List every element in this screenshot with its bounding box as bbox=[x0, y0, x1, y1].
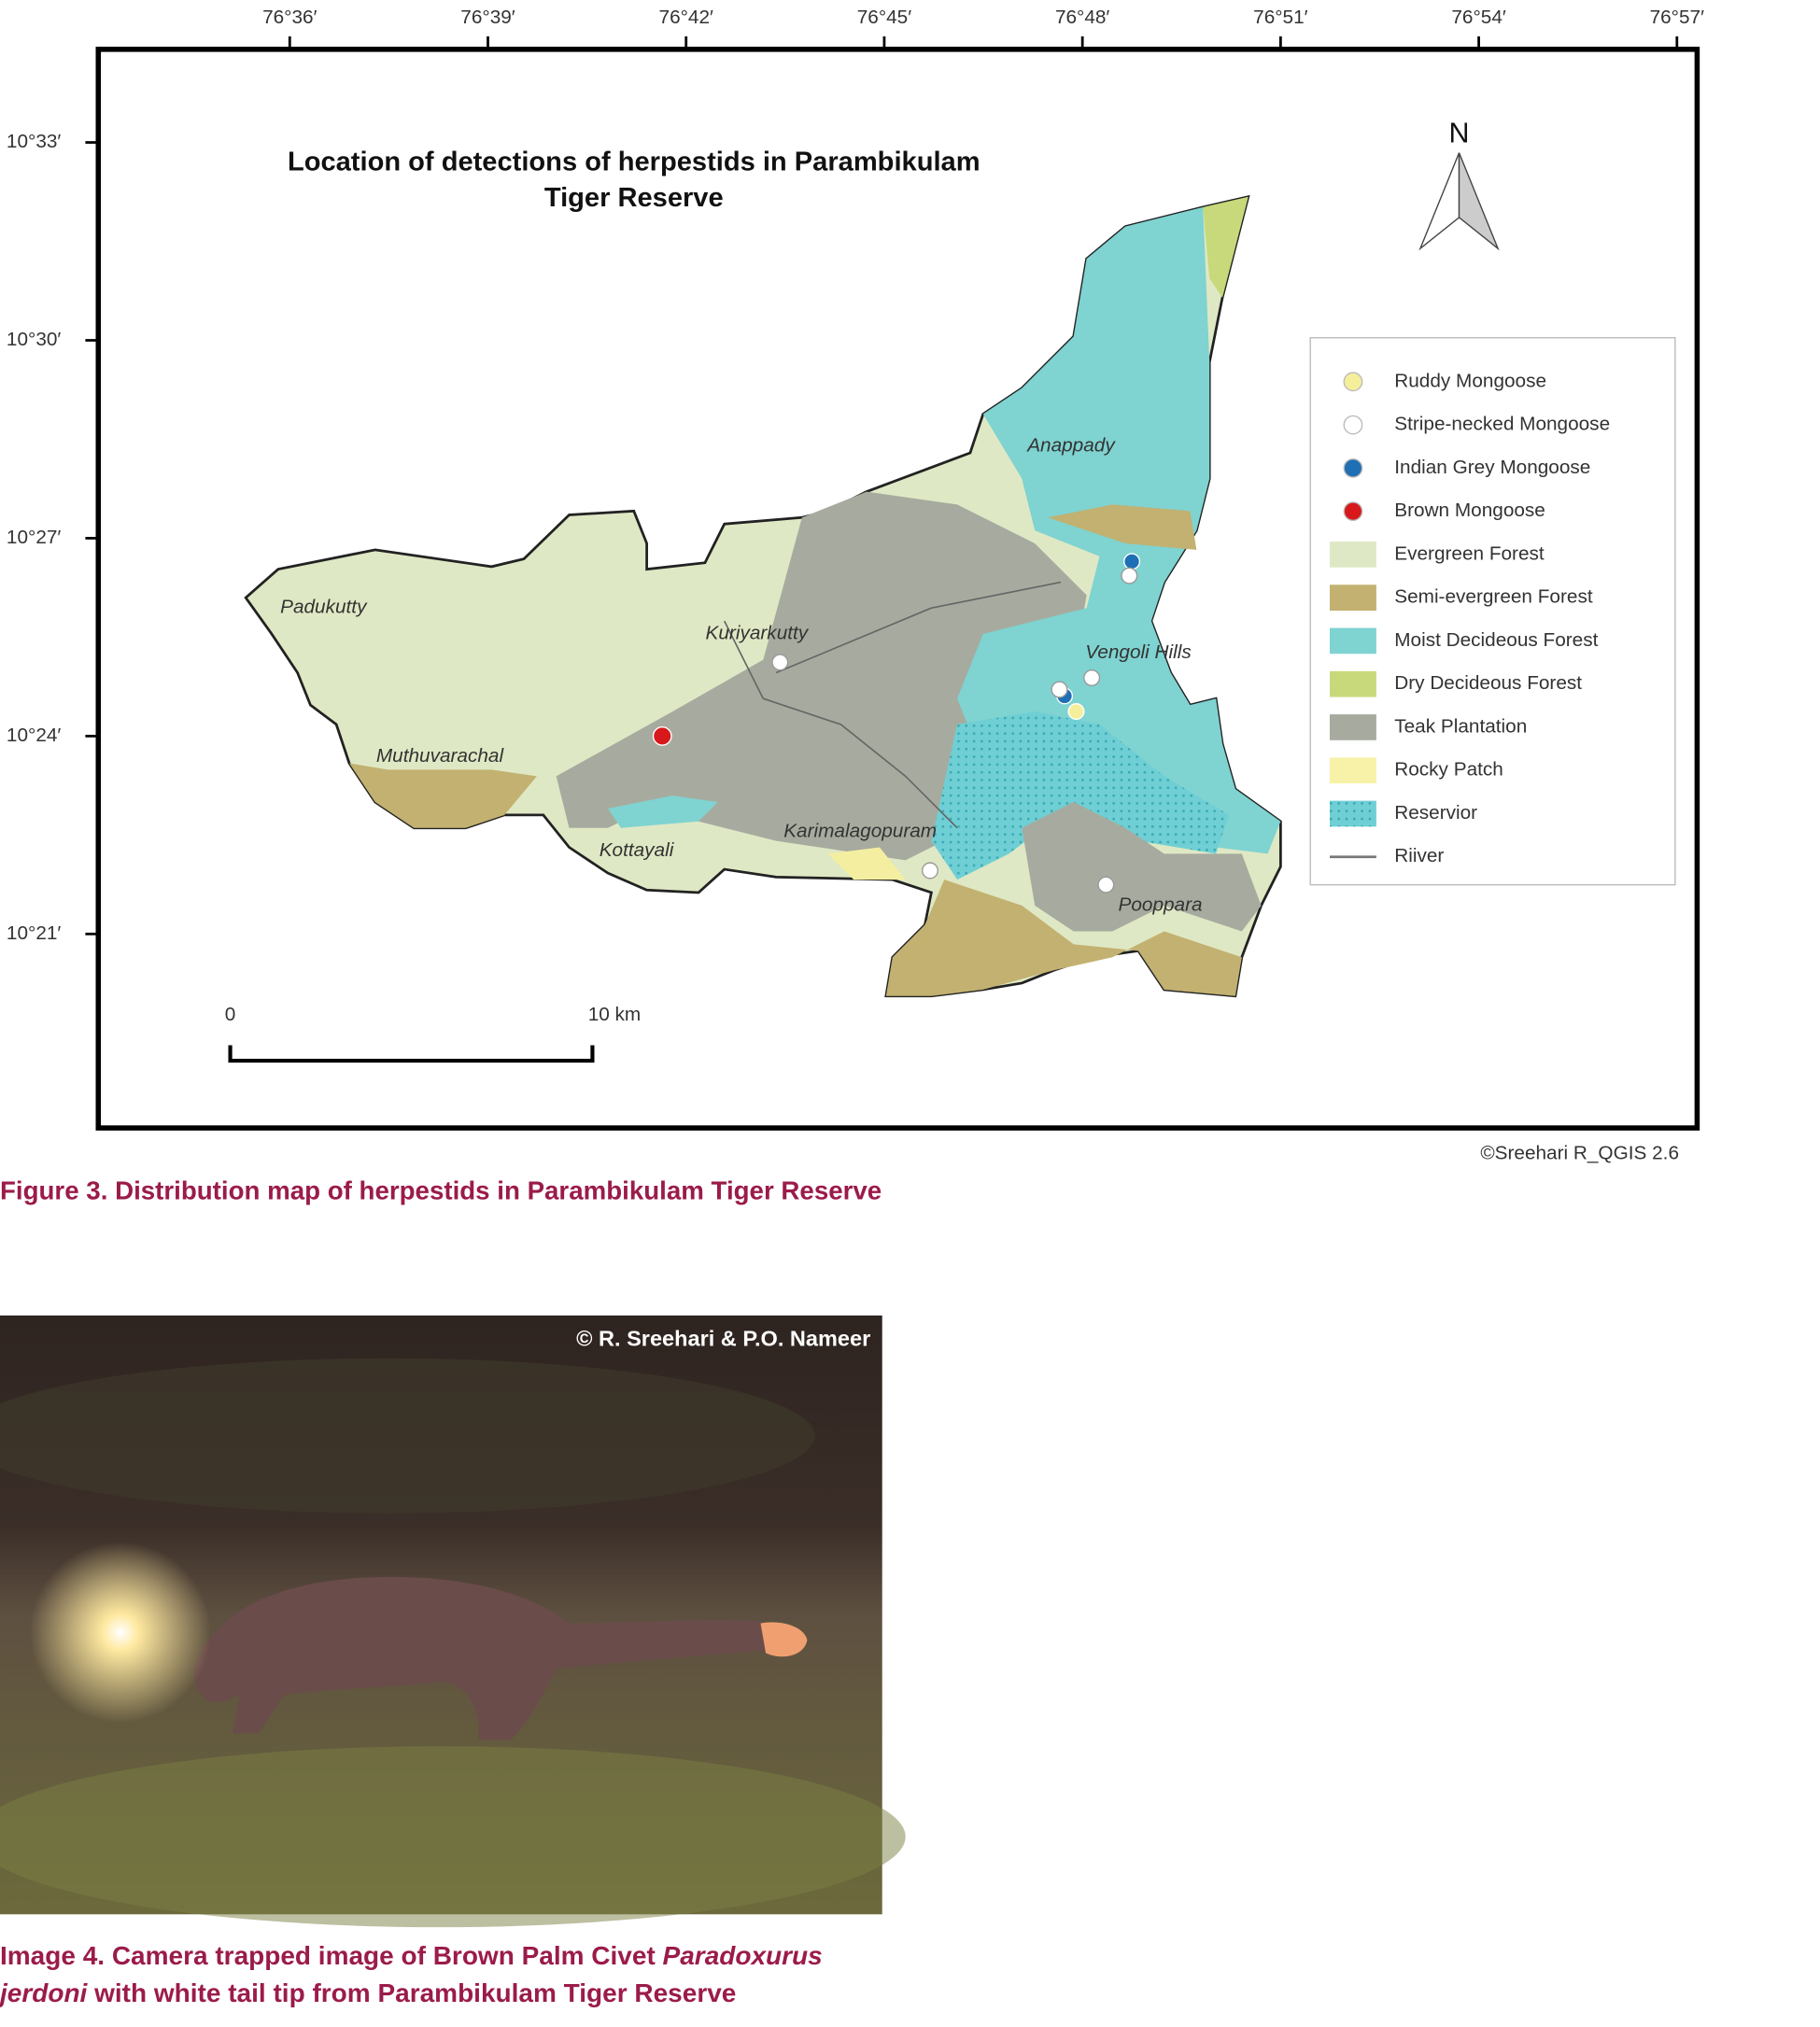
map-title: Location of detections of herpestids in … bbox=[288, 147, 981, 176]
legend-symbol bbox=[1330, 584, 1376, 612]
caption-label: Image 4. Camera trapped image of Brown P… bbox=[0, 1941, 656, 1970]
place-label: Muthuvarachal bbox=[376, 745, 505, 767]
latitude-label: 10°30′ bbox=[7, 329, 61, 350]
legend-label: Brown Mongoose bbox=[1394, 500, 1545, 521]
legend-symbol bbox=[1343, 415, 1363, 435]
place-label: Pooppara bbox=[1119, 894, 1203, 915]
legend-label: Ruddy Mongoose bbox=[1394, 370, 1546, 391]
legend-symbol bbox=[1330, 800, 1376, 827]
longitude-label: 76°42′ bbox=[659, 7, 713, 28]
legend-symbol bbox=[1343, 457, 1363, 478]
image-caption: Image 4. Camera trapped image of Brown P… bbox=[0, 1937, 868, 2012]
legend-label: Stripe-necked Mongoose bbox=[1394, 414, 1610, 435]
legend-label: Indian Grey Mongoose bbox=[1394, 457, 1590, 478]
photo bbox=[0, 1315, 906, 1928]
place-label: Padukutty bbox=[280, 597, 368, 618]
legend-symbol bbox=[1330, 714, 1376, 740]
place-label: Kottayali bbox=[600, 839, 675, 861]
latitude-label: 10°21′ bbox=[7, 922, 61, 944]
map-credit: ©Sreehari R_QGIS 2.6 bbox=[1480, 1142, 1679, 1163]
map bbox=[228, 152, 1676, 1063]
legend-label: Semi-evergreen Forest bbox=[1394, 586, 1593, 608]
longitude-label: 76°48′ bbox=[1055, 7, 1109, 28]
longitude-label: 76°39′ bbox=[460, 7, 515, 28]
legend-label: Teak Plantation bbox=[1394, 715, 1527, 737]
longitude-label: 76°51′ bbox=[1253, 7, 1307, 28]
map-title: Tiger Reserve bbox=[544, 183, 724, 213]
legend-label: Moist Decideous Forest bbox=[1394, 629, 1598, 651]
legend-symbol bbox=[1343, 372, 1363, 392]
place-label: Karimalagopuram bbox=[783, 820, 937, 841]
legend-label: Rocky Patch bbox=[1394, 759, 1503, 781]
longitude-label: 76°57′ bbox=[1650, 7, 1704, 28]
latitude-label: 10°33′ bbox=[7, 131, 61, 152]
figure-caption: Figure 3. Distribution map of herpestids… bbox=[0, 1176, 882, 1205]
legend-symbol bbox=[1330, 627, 1376, 655]
species-name: Paradoxurus jerdoni bbox=[0, 1941, 823, 2007]
latitude-label: 10°27′ bbox=[7, 527, 61, 548]
place-label: Anappady bbox=[1025, 435, 1116, 457]
scale-label: 10 km bbox=[588, 1004, 642, 1025]
photo-credit: © R. Sreehari & P.O. Nameer bbox=[576, 1326, 870, 1350]
scale-label: 0 bbox=[225, 1004, 236, 1025]
place-label: Kuriyarkutty bbox=[706, 622, 810, 643]
longitude-label: 76°45′ bbox=[857, 7, 911, 28]
north-label: N bbox=[1449, 117, 1470, 148]
legend-symbol bbox=[1343, 501, 1363, 522]
legend-symbol bbox=[1330, 542, 1376, 568]
caption-text: with white tail tip from Parambikulam Ti… bbox=[94, 1978, 737, 2007]
longitude-label: 76°36′ bbox=[262, 7, 317, 28]
legend-label: Reservior bbox=[1394, 802, 1477, 823]
longitude-label: 76°54′ bbox=[1451, 7, 1505, 28]
legend-symbol bbox=[1330, 670, 1376, 697]
place-label: Vengoli Hills bbox=[1085, 641, 1192, 663]
legend-label: Evergreen Forest bbox=[1394, 542, 1545, 564]
legend-symbol bbox=[1330, 757, 1376, 784]
latitude-label: 10°24′ bbox=[7, 725, 61, 746]
legend bbox=[1309, 337, 1676, 886]
legend-label: Dry Decideous Forest bbox=[1394, 672, 1582, 694]
legend-label: Riiver bbox=[1394, 845, 1444, 866]
